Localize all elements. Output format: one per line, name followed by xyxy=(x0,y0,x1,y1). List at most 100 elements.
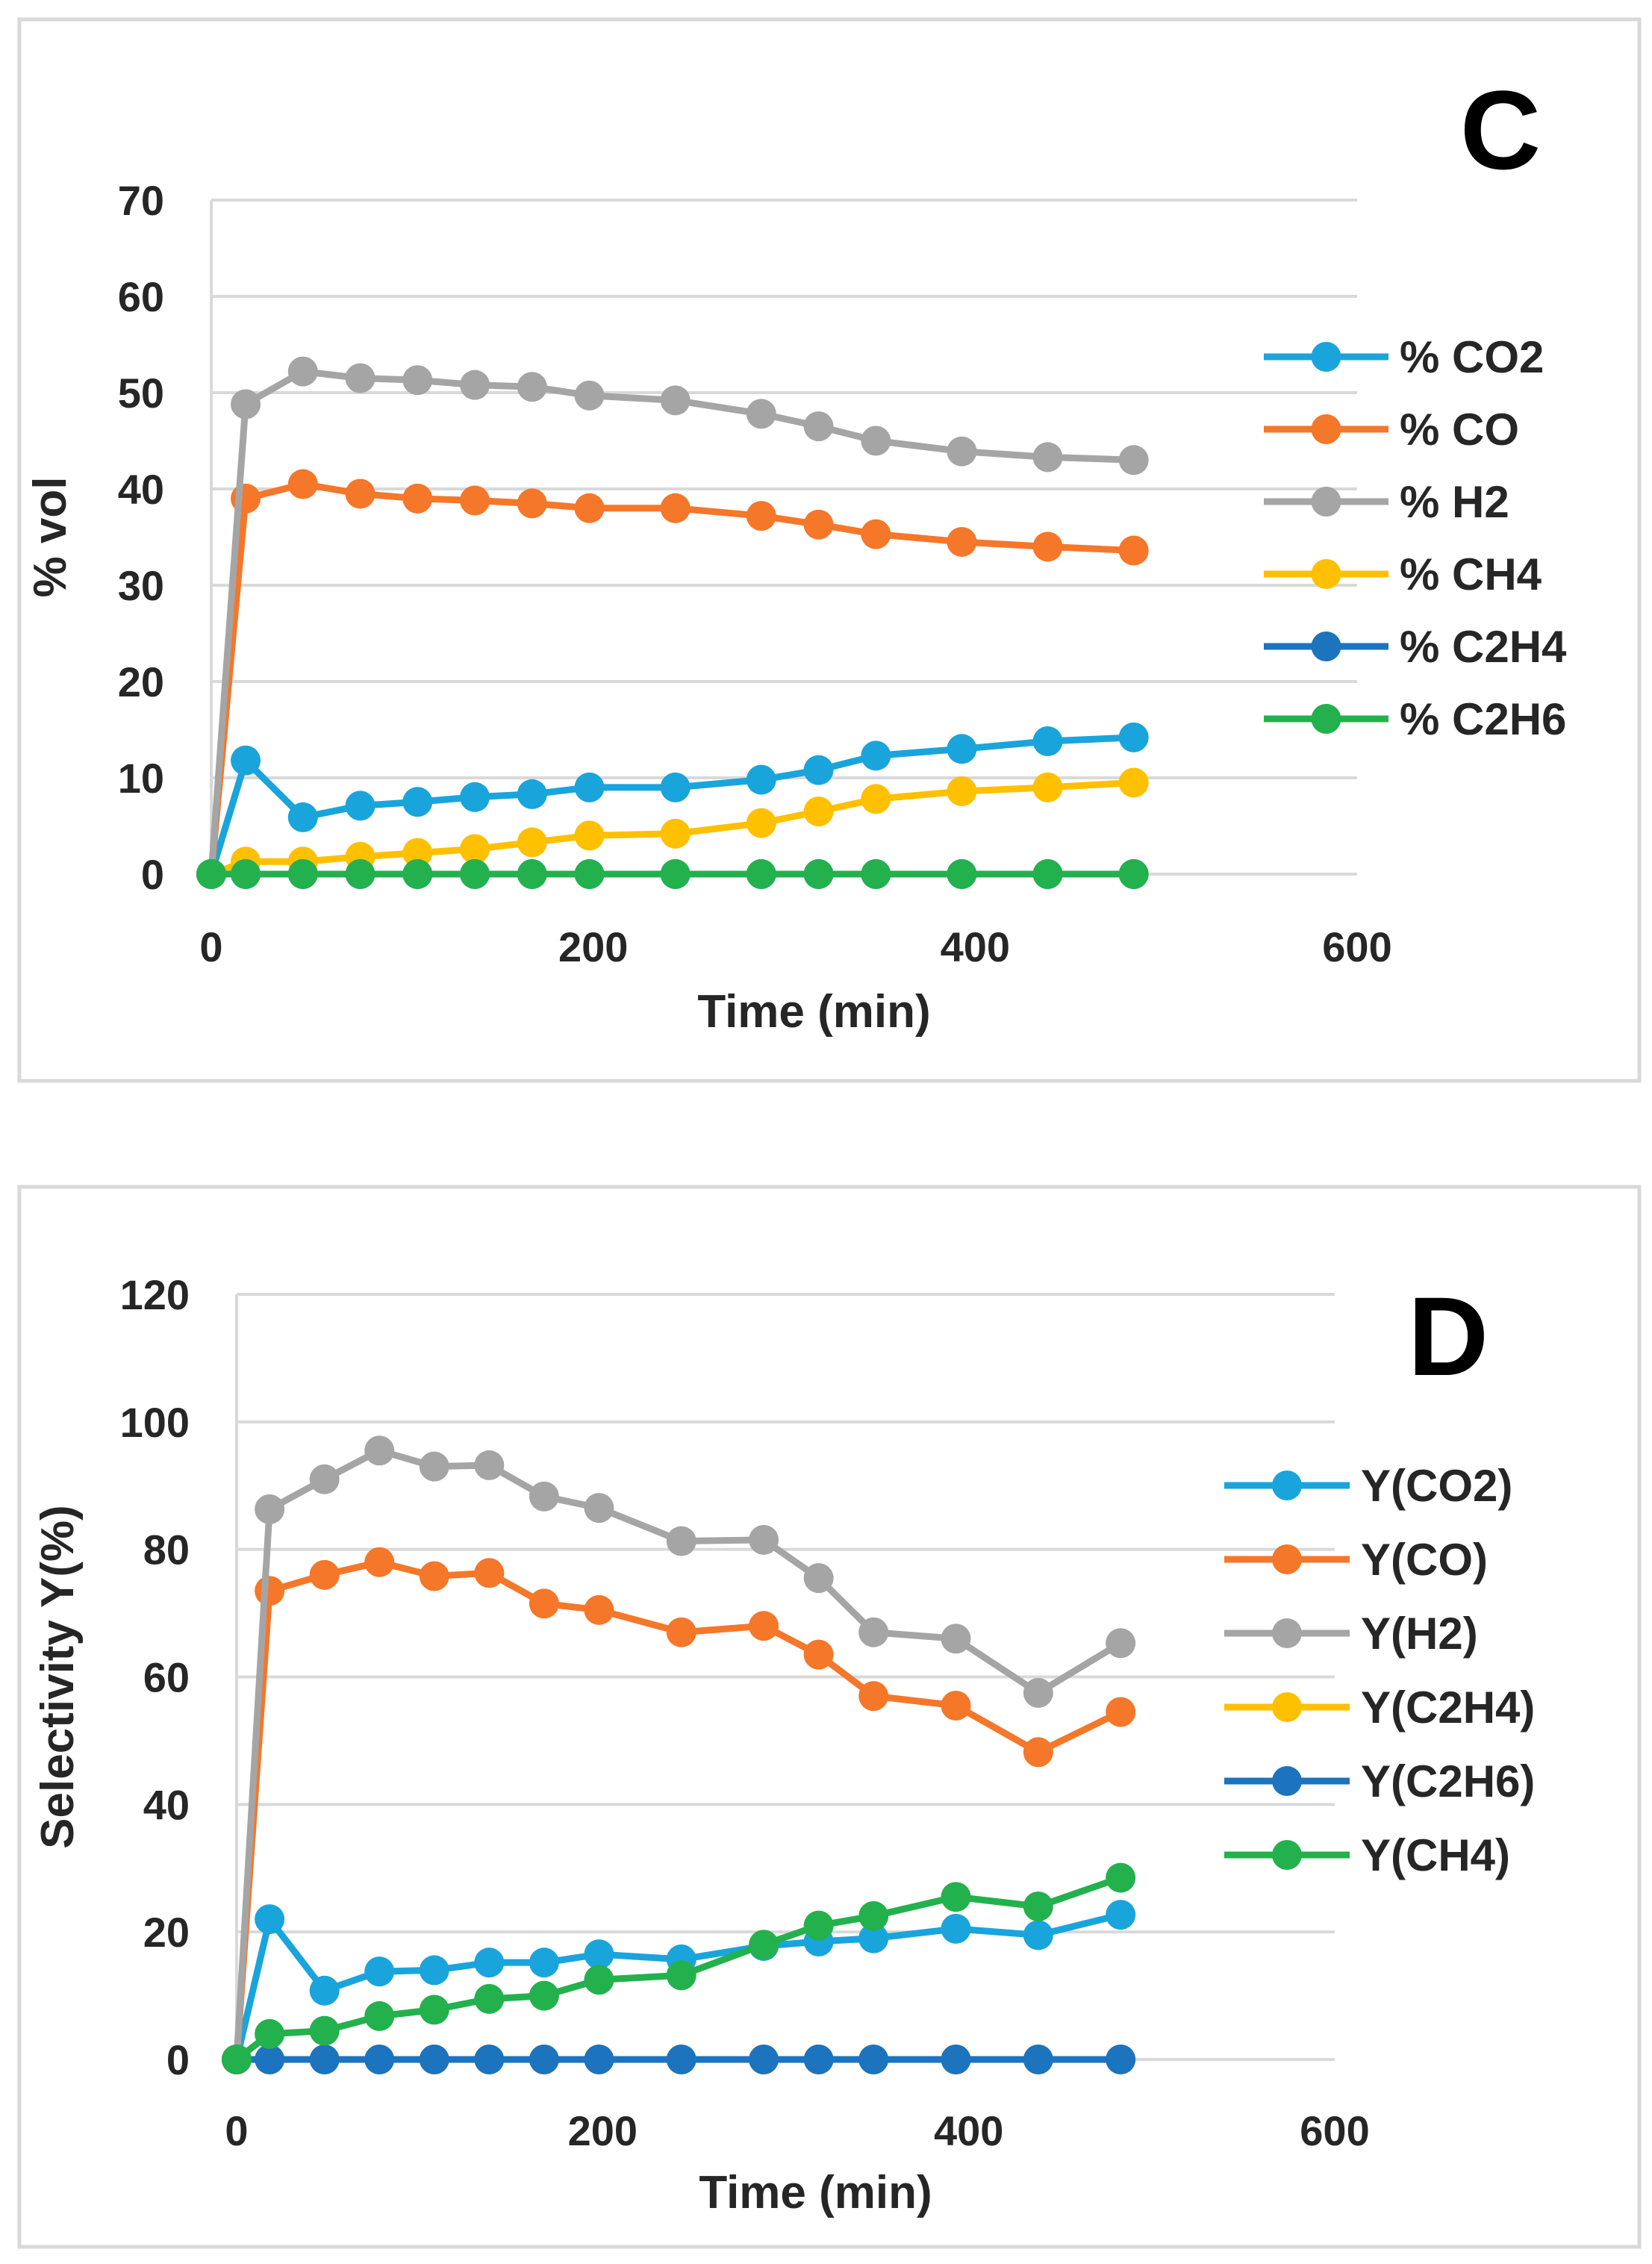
legend-label: Y(C2H4) xyxy=(1361,1683,1535,1733)
data-point xyxy=(803,1639,834,1670)
data-point xyxy=(803,411,834,442)
legend-entry: Y(CO2) xyxy=(1224,1461,1512,1511)
legend-entry: % CO2 xyxy=(1264,332,1544,382)
data-point xyxy=(584,1493,614,1524)
legend-entry: Y(CH4) xyxy=(1224,1830,1510,1880)
data-point xyxy=(1032,726,1063,756)
data-point xyxy=(749,1524,779,1555)
series-y-co xyxy=(222,1547,1136,2074)
data-point xyxy=(460,369,490,400)
legend-entry: Y(CO) xyxy=(1224,1535,1488,1585)
data-point xyxy=(517,779,547,809)
legend-marker xyxy=(1272,1766,1302,1796)
x-tick-label: 200 xyxy=(568,2107,638,2154)
y-tick-label: 50 xyxy=(118,369,164,417)
data-point xyxy=(803,2045,834,2074)
data-point xyxy=(222,2045,252,2074)
y-tick-label: 120 xyxy=(120,1271,190,1318)
data-point xyxy=(460,782,490,812)
data-point xyxy=(941,1690,971,1721)
data-point xyxy=(1106,1697,1136,1727)
data-point xyxy=(1023,1892,1053,1921)
data-point xyxy=(746,501,776,531)
data-point xyxy=(1106,2045,1136,2074)
legend-marker xyxy=(1272,1471,1302,1500)
data-point xyxy=(1032,531,1063,562)
data-point xyxy=(660,818,691,849)
data-point xyxy=(574,493,605,523)
data-point xyxy=(402,483,433,514)
x-tick-label: 400 xyxy=(941,923,1010,970)
legend-label: Y(CH4) xyxy=(1361,1830,1510,1880)
y-tick-label: 60 xyxy=(118,273,164,320)
x-tick-label: 0 xyxy=(225,2107,248,2154)
data-point xyxy=(309,2045,340,2074)
data-point xyxy=(803,1910,834,1941)
data-point xyxy=(1023,2045,1053,2074)
data-point xyxy=(419,2045,449,2074)
data-point xyxy=(287,859,318,889)
x-tick-label: 400 xyxy=(934,2107,1003,2154)
chart-panel-c: 0 10 20 30 40 50 60 70 0 200 400 600 Time (min) % vol… xyxy=(17,17,1642,1083)
x-tick-label: 200 xyxy=(558,923,628,970)
data-point xyxy=(746,808,776,838)
data-point xyxy=(517,372,547,402)
data-point xyxy=(345,859,375,889)
data-point xyxy=(419,1451,449,1482)
data-point xyxy=(858,2045,889,2074)
data-point xyxy=(584,2045,614,2074)
panel-label: D xyxy=(1408,1273,1489,1399)
data-point xyxy=(858,1900,889,1931)
data-point xyxy=(419,1995,449,2025)
legend-marker xyxy=(1272,1840,1302,1870)
data-point xyxy=(1106,1862,1136,1893)
chart-frame xyxy=(17,17,1642,1083)
data-point xyxy=(749,2045,779,2074)
series-y-ch4 xyxy=(222,1862,1136,2074)
data-point xyxy=(402,838,433,868)
data-point xyxy=(660,493,691,523)
chart-panel-d: 0 20 40 60 80 100 120 0 200 400 600 Time (min) Selec… xyxy=(17,1185,1642,2249)
data-point xyxy=(529,1588,559,1619)
data-point xyxy=(517,859,547,889)
data-point xyxy=(666,1960,696,1991)
legend-entry: Y(H2) xyxy=(1224,1609,1478,1659)
series-y-c2h6 xyxy=(222,2045,1136,2074)
legend-label: % CO xyxy=(1400,405,1519,455)
data-point xyxy=(1106,1900,1136,1930)
data-point xyxy=(1032,442,1063,473)
data-point xyxy=(941,1913,971,1944)
x-axis-title: Time (min) xyxy=(699,2167,932,2218)
y-tick-label: 0 xyxy=(141,851,164,898)
data-point xyxy=(1118,859,1149,889)
data-point xyxy=(861,740,891,771)
legend-label: % CH4 xyxy=(1400,549,1542,599)
legend-entry: % CH4 xyxy=(1264,549,1542,599)
data-point xyxy=(574,380,605,411)
data-point xyxy=(460,485,490,516)
y-tick-label: 20 xyxy=(143,1909,190,1956)
data-point xyxy=(803,859,834,889)
data-point xyxy=(419,1561,449,1591)
data-point xyxy=(474,2045,505,2074)
data-point xyxy=(364,1435,395,1466)
data-point xyxy=(287,802,318,832)
data-point xyxy=(287,469,318,499)
data-point xyxy=(861,859,891,889)
data-point xyxy=(803,755,834,785)
data-point xyxy=(231,859,261,889)
x-axis-title: Time (min) xyxy=(697,986,930,1038)
data-point xyxy=(517,488,547,519)
data-point xyxy=(947,859,977,889)
data-point xyxy=(517,827,547,858)
data-point xyxy=(529,1481,559,1512)
legend-label: % CO2 xyxy=(1400,332,1544,382)
data-point xyxy=(231,745,261,776)
panel-label: C xyxy=(1460,67,1541,193)
data-point xyxy=(402,365,433,396)
data-point xyxy=(746,399,776,429)
data-point xyxy=(666,1617,696,1647)
legend-marker xyxy=(1311,559,1341,589)
data-point xyxy=(474,1450,505,1480)
